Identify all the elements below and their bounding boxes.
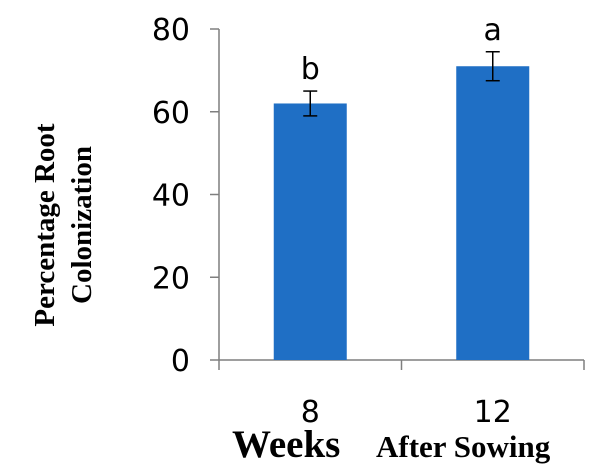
bars: ba (273, 13, 530, 361)
x-axis-title-part1: Weeks (232, 423, 340, 466)
x-tick-label: 8 (301, 395, 320, 430)
y-tick-label: 60 (152, 96, 190, 131)
y-axis-title-line2: Colonization (66, 146, 98, 304)
bar (273, 103, 347, 360)
bar (456, 66, 530, 361)
y-axis-title-line1: Percentage Root (29, 123, 61, 327)
y-tick-label: 20 (152, 261, 190, 296)
significance-label: b (301, 52, 320, 87)
y-axis: 0 20 40 60 80 (152, 13, 220, 379)
x-axis: 8 12 (218, 359, 585, 430)
x-axis-title-part2: After Sowing (376, 429, 551, 464)
x-tick-label: 12 (474, 395, 512, 430)
y-tick-label: 0 (171, 344, 190, 379)
significance-label: a (484, 13, 502, 48)
y-tick-label: 80 (152, 13, 190, 48)
y-axis-title: Percentage Root Colonization (29, 123, 98, 327)
x-axis-title: Weeks After Sowing (232, 423, 551, 466)
y-tick-label: 40 (152, 179, 190, 214)
